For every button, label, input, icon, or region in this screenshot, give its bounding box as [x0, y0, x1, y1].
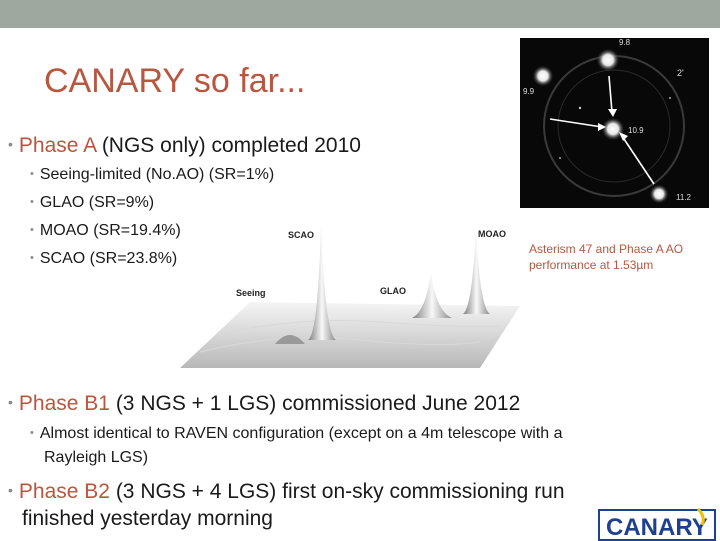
sub-bullet-text: Almost identical to RAVEN configuration …	[39, 425, 563, 442]
phase-a-name: Phase A	[18, 134, 96, 157]
bullet-glyph: •	[30, 224, 34, 236]
star-label: 9.8	[619, 38, 631, 47]
psf-label-glao: GLAO	[380, 286, 406, 296]
scale-label: 2'	[677, 68, 684, 78]
sub-bullet-scao: • SCAO (SR=23.8%)	[30, 250, 177, 268]
phase-b2-text-cont: finished yesterday morning	[22, 507, 273, 530]
bullet-phase-b2-cont: finished yesterday morning	[22, 507, 273, 531]
sub-bullet-glao: • GLAO (SR=9%)	[30, 194, 154, 212]
asterism-star-image: 9.8 2' 9.9 10.9 11.2	[520, 38, 709, 208]
bullet-phase-b1: • Phase B1 (3 NGS + 1 LGS) commissioned J…	[8, 392, 520, 416]
sub-bullet-text: Rayleigh LGS)	[44, 449, 149, 466]
bullet-glyph: •	[30, 196, 34, 208]
psf-label-scao: SCAO	[288, 230, 314, 240]
phase-a-text: (NGS only) completed 2010	[95, 134, 361, 157]
sub-bullet-moao: • MOAO (SR=19.4%)	[30, 222, 181, 240]
top-bar	[0, 0, 720, 28]
bullet-glyph: •	[30, 252, 34, 264]
sub-bullet-text: GLAO (SR=9%)	[39, 194, 155, 211]
bullet-phase-a: • Phase A (NGS only) completed 2010	[8, 134, 361, 158]
bullet-glyph: •	[8, 394, 13, 410]
sub-bullet-seeing: • Seeing-limited (No.AO) (SR=1%)	[30, 166, 274, 184]
phase-b2-name: Phase B2	[18, 480, 110, 503]
logo-text: CANARY	[606, 514, 708, 541]
sub-bullet-raven: • Almost identical to RAVEN configuration…	[30, 425, 563, 443]
psf-label-seeing: Seeing	[236, 288, 266, 298]
sub-bullet-raven-cont: Rayleigh LGS)	[44, 449, 148, 467]
bullet-glyph: •	[8, 136, 13, 152]
star-label: 10.9	[628, 126, 644, 135]
phase-b1-name: Phase B1	[18, 392, 110, 415]
psf-label-moao: MOAO	[478, 229, 506, 239]
bullet-phase-b2: • Phase B2 (3 NGS + 4 LGS) first on-sky c…	[8, 480, 565, 504]
canary-logo: CANARY	[598, 507, 716, 541]
image-caption: Asterism 47 and Phase A AO performance a…	[529, 242, 684, 272]
sub-bullet-text: Seeing-limited (No.AO) (SR=1%)	[39, 166, 275, 183]
bullet-glyph: •	[30, 168, 34, 180]
star-label: 9.9	[523, 87, 535, 96]
star-label: 11.2	[676, 193, 692, 202]
phase-b2-text: (3 NGS + 4 LGS) first on-sky commissioni…	[109, 480, 565, 503]
sub-bullet-text: MOAO (SR=19.4%)	[39, 222, 181, 239]
bullet-glyph: •	[8, 482, 13, 498]
sub-bullet-text: SCAO (SR=23.8%)	[39, 250, 178, 267]
bullet-glyph: •	[30, 427, 34, 439]
phase-b1-text: (3 NGS + 1 LGS) commissioned June 2012	[109, 392, 521, 415]
slide-title: CANARY so far...	[44, 62, 306, 100]
psf-surface-plot: SCAO MOAO Seeing GLAO	[180, 224, 520, 368]
